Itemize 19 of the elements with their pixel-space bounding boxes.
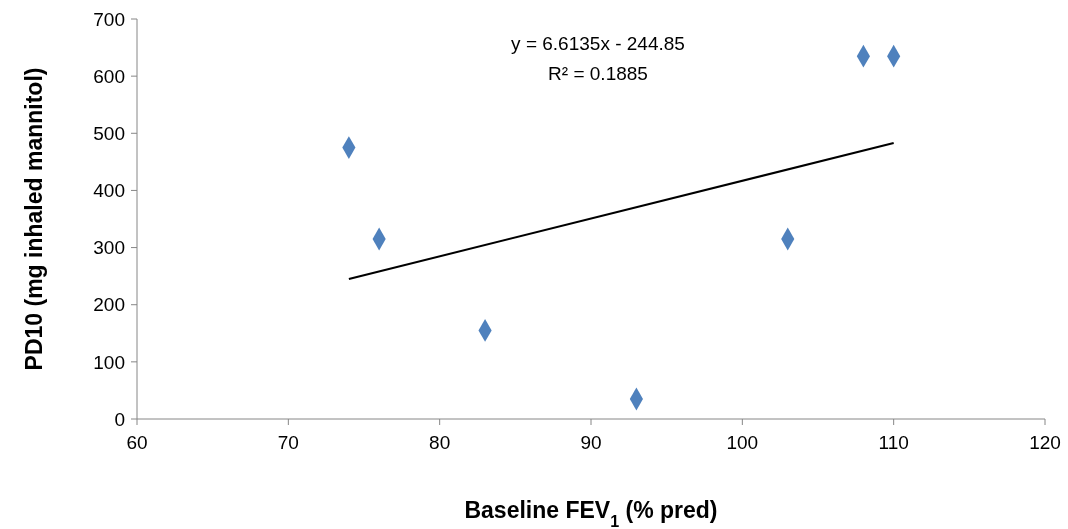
y-tick-label: 300 [93,237,125,259]
y-tick-label: 600 [93,65,125,87]
annotation: y = 6.6135x - 244.85 [511,33,685,54]
x-tick-label: 110 [878,432,909,453]
x-tick-label: 90 [580,432,602,453]
x-tick-label: 100 [726,432,759,453]
x-tick-label: 70 [277,432,299,453]
y-axis-title: PD10 (mg inhaled mannitol) [21,67,47,371]
y-tick-label: 100 [93,351,125,373]
x-axis-title: Baseline FEV$_{1}$ (% pred) [464,497,718,529]
annotation: R² = 0.1885 [548,63,648,84]
x-tick-label: 120 [1029,432,1061,453]
x-tick-label: 60 [126,432,148,453]
y-tick-label: 700 [93,8,125,30]
y-tick-label: 0 [114,408,125,430]
y-tick-label: 400 [93,180,125,202]
x-tick-label: 80 [429,432,451,453]
y-tick-label: 500 [93,122,125,144]
y-tick-label: 200 [93,294,125,316]
